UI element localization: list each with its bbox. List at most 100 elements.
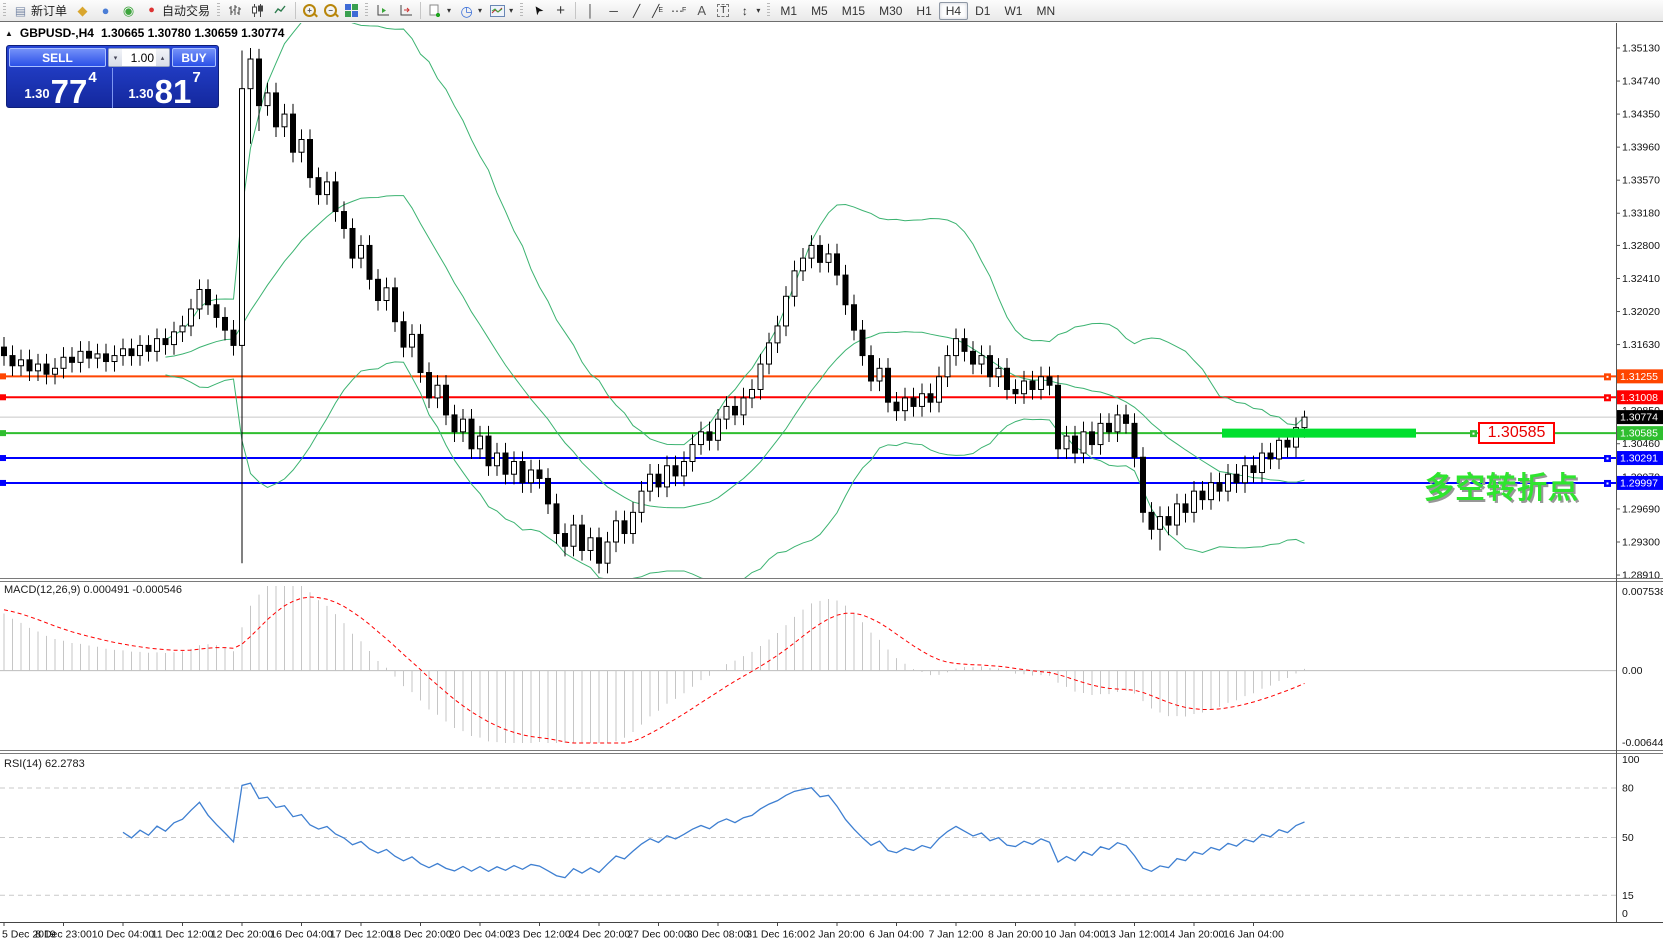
svg-text:1.33960: 1.33960: [1622, 142, 1660, 154]
price-badge: [1617, 451, 1663, 466]
price-badge: [1617, 390, 1663, 405]
chart-annotation-text[interactable]: 多空转折点: [1424, 472, 1579, 505]
crosshair-button[interactable]: +: [549, 1, 572, 20]
periods-button[interactable]: ◷ ▾: [455, 1, 486, 20]
new-order-icon: ▤: [14, 3, 27, 18]
vertical-line-button[interactable]: │: [579, 1, 602, 20]
indicators-dropdown-arrow[interactable]: ▾: [447, 6, 452, 15]
time-axis-label: 18 Dec 20:00: [389, 929, 452, 941]
text-tool-icon: A: [697, 3, 707, 18]
timeframe-button-m5[interactable]: M5: [811, 3, 828, 18]
timeframe-button-m30[interactable]: M30: [879, 3, 903, 18]
arrows-dropdown-arrow[interactable]: ▾: [756, 6, 761, 15]
chart-shift-button[interactable]: [394, 1, 417, 20]
svg-text:1.33570: 1.33570: [1622, 175, 1660, 187]
signals-button[interactable]: ◉: [117, 1, 140, 20]
signals-icon: ◉: [122, 3, 135, 18]
text-tool-button[interactable]: A: [690, 1, 713, 20]
volume-decrease-button[interactable]: ▾: [109, 49, 122, 66]
symbol-period-label: GBPUSD-,H4: [19, 26, 94, 40]
horizontal-line-button[interactable]: ─: [602, 1, 625, 20]
chart-shift-icon: [398, 3, 413, 18]
panel-collapse-arrow[interactable]: ▲: [5, 28, 13, 38]
candlestick-chart-button[interactable]: [246, 1, 269, 20]
vertical-line-icon: │: [586, 3, 595, 18]
time-axis-label: 8 Dec 23:00: [35, 929, 92, 941]
time-axis-label: 8 Jan 20:00: [988, 929, 1043, 941]
line-handle[interactable]: [0, 394, 6, 401]
fibonacci-button[interactable]: ⋯ F: [667, 1, 690, 20]
volume-increase-button[interactable]: ▴: [156, 49, 169, 66]
bar-chart-button[interactable]: [223, 1, 246, 20]
buy-button[interactable]: BUY: [172, 48, 216, 67]
text-label-button[interactable]: T: [713, 1, 733, 20]
svg-text:0.007538: 0.007538: [1622, 586, 1663, 598]
svg-text:1.28910: 1.28910: [1622, 570, 1660, 582]
toolbar-grip[interactable]: [217, 3, 221, 18]
buy-price-display[interactable]: 1.30 81 7: [112, 68, 216, 108]
line-handle[interactable]: [0, 479, 6, 486]
cursor-button[interactable]: ➤: [526, 1, 549, 20]
trendline-button[interactable]: ╱: [625, 1, 648, 20]
green-highlight-bar[interactable]: [1222, 428, 1416, 438]
metaeditor-button[interactable]: ◆: [71, 1, 94, 20]
toolbar-grip[interactable]: [520, 3, 524, 18]
arrows-tool-icon: ↕: [741, 3, 748, 18]
tile-windows-button[interactable]: [341, 1, 362, 20]
toolbar-grip[interactable]: [365, 3, 369, 18]
price-badge: [1617, 410, 1663, 425]
bollinger-middle-band: [165, 195, 1305, 509]
templates-dropdown-arrow[interactable]: ▾: [509, 6, 514, 15]
sell-button[interactable]: SELL: [9, 48, 106, 67]
equidistant-channel-button[interactable]: ╱ E: [648, 1, 667, 20]
toolbar-grip[interactable]: [767, 3, 771, 18]
indicators-icon: [428, 3, 443, 18]
chart-canvas[interactable]: 1.35130 1.34740 1.34350 1.33960 1.33570 1.331…: [0, 23, 1663, 945]
indicators-button[interactable]: ▾: [424, 1, 455, 20]
rsi-indicator-label: RSI(14) 62.2783: [4, 758, 85, 770]
svg-text:50: 50: [1622, 832, 1634, 844]
autotrading-button[interactable]: ● 自动交易: [140, 1, 214, 20]
main-price-pane[interactable]: [0, 23, 1616, 585]
timeframe-button-d1[interactable]: D1: [975, 3, 991, 18]
line-chart-icon: [273, 3, 288, 18]
equidistant-channel-icon: ╱ E: [652, 3, 663, 18]
arrows-tool-button[interactable]: ↕ ▾: [733, 1, 764, 20]
timeframe-button-w1[interactable]: W1: [1004, 3, 1023, 18]
market-button[interactable]: ●: [94, 1, 117, 20]
zoom-in-icon: +: [303, 4, 317, 17]
line-chart-button[interactable]: [269, 1, 292, 20]
sell-price-pip: 4: [88, 69, 97, 86]
price-callout-box[interactable]: 1.30585: [1478, 422, 1555, 444]
templates-button[interactable]: ▾: [486, 1, 517, 20]
new-order-button[interactable]: ▤ 新订单: [9, 1, 71, 20]
crosshair-icon: +: [556, 2, 565, 19]
timeframe-button-mn[interactable]: MN: [1036, 3, 1056, 18]
volume-input[interactable]: [122, 49, 156, 66]
svg-text:1.32800: 1.32800: [1622, 240, 1660, 252]
svg-text:100: 100: [1622, 754, 1640, 766]
time-axis-label: 20 Dec 04:00: [449, 929, 512, 941]
periods-dropdown-arrow[interactable]: ▾: [478, 6, 483, 15]
timeframe-button-h4[interactable]: H4: [938, 1, 969, 20]
svg-text:1.35130: 1.35130: [1622, 42, 1660, 54]
line-handle[interactable]: [0, 430, 6, 437]
auto-scroll-button[interactable]: [371, 1, 394, 20]
time-axis-label: 7 Jan 12:00: [929, 929, 984, 941]
timeframe-button-m1[interactable]: M1: [780, 3, 798, 18]
one-click-trading-panel: SELL ▾ ▴ BUY 1.30 77 4 1.30 81 7: [6, 45, 219, 108]
time-axis-label: 16 Jan 04:00: [1223, 929, 1284, 941]
svg-text:1.32410: 1.32410: [1622, 273, 1660, 285]
line-handle[interactable]: [0, 373, 6, 380]
time-axis-label: 30 Dec 08:00: [687, 929, 750, 941]
line-handle[interactable]: [0, 455, 6, 462]
time-axis-label: 23 Dec 12:00: [508, 929, 571, 941]
zoom-in-button[interactable]: +: [299, 1, 320, 20]
timeframe-button-h1[interactable]: H1: [916, 3, 932, 18]
svg-text:15: 15: [1622, 890, 1634, 902]
toolbar-grip[interactable]: [3, 3, 6, 18]
sell-price-display[interactable]: 1.30 77 4: [9, 68, 112, 108]
timeframe-button-m15[interactable]: M15: [841, 3, 866, 18]
zoom-out-button[interactable]: −: [320, 1, 341, 20]
autotrading-label: 自动交易: [162, 4, 211, 18]
